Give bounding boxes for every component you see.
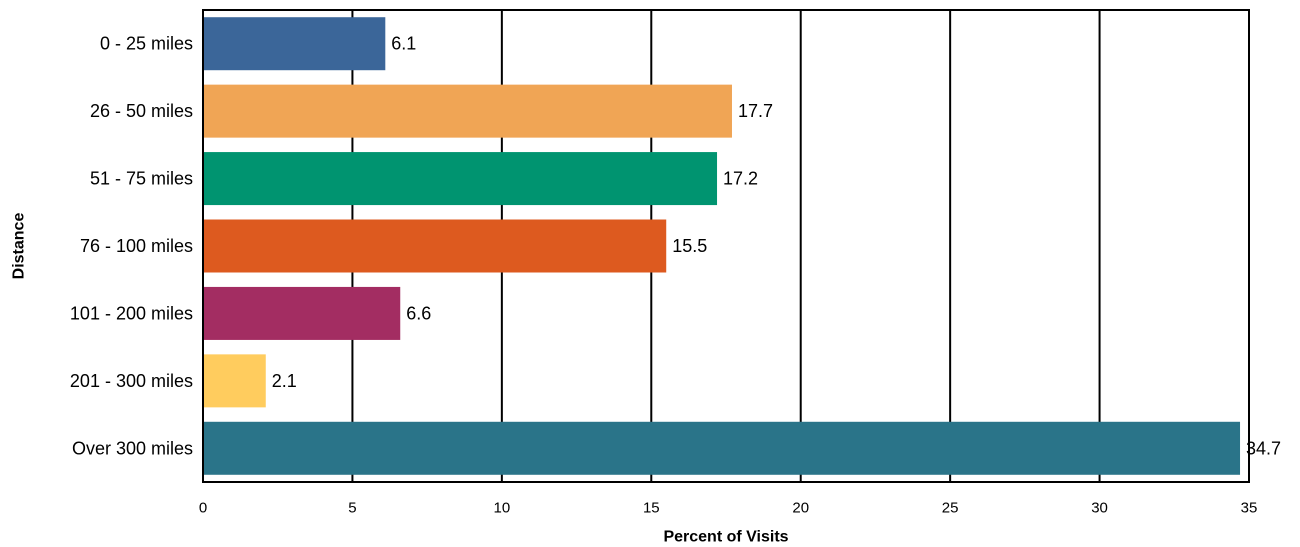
- category-label: 101 - 200 miles: [70, 303, 193, 323]
- value-label: 6.1: [391, 34, 416, 54]
- category-label: 26 - 50 miles: [90, 101, 193, 121]
- bars: [203, 17, 1241, 475]
- category-label: 201 - 300 miles: [70, 371, 193, 391]
- bar-3: [203, 219, 667, 273]
- value-label: 17.2: [723, 169, 758, 189]
- value-label: 34.7: [1246, 438, 1281, 458]
- x-tick-label: 0: [199, 500, 207, 517]
- category-label: Over 300 miles: [72, 438, 193, 458]
- x-tick-labels: 0 5 10 15 20 25 30 35: [199, 500, 1258, 517]
- category-labels: 0 - 25 miles 26 - 50 miles 51 - 75 miles 76…: [70, 34, 193, 459]
- category-label: 51 - 75 miles: [90, 169, 193, 189]
- bar-0: [203, 17, 386, 71]
- x-tick-label: 30: [1091, 500, 1108, 517]
- x-tick-label: 5: [348, 500, 356, 517]
- bar-5: [203, 354, 266, 408]
- bar-4: [203, 286, 401, 340]
- value-label: 17.7: [738, 101, 773, 121]
- value-label: 15.5: [672, 236, 707, 256]
- category-label: 76 - 100 miles: [80, 236, 193, 256]
- x-tick-label: 10: [494, 500, 511, 517]
- x-tick-label: 20: [792, 500, 809, 517]
- value-label: 2.1: [272, 371, 297, 391]
- x-tick-label: 35: [1241, 500, 1258, 517]
- x-tick-label: 25: [942, 500, 959, 517]
- x-tick-label: 15: [643, 500, 660, 517]
- bar-6: [203, 421, 1241, 475]
- bar-2: [203, 152, 718, 206]
- category-label: 0 - 25 miles: [100, 34, 193, 54]
- x-axis-title: Percent of Visits: [663, 529, 788, 546]
- value-label: 6.6: [406, 303, 431, 323]
- plot-area-frame: [202, 9, 1250, 483]
- value-labels: 6.1 17.7 17.2 15.5 6.6 2.1 34.7: [272, 34, 1281, 459]
- bar-1: [203, 84, 732, 138]
- y-axis-title: Distance: [11, 213, 28, 280]
